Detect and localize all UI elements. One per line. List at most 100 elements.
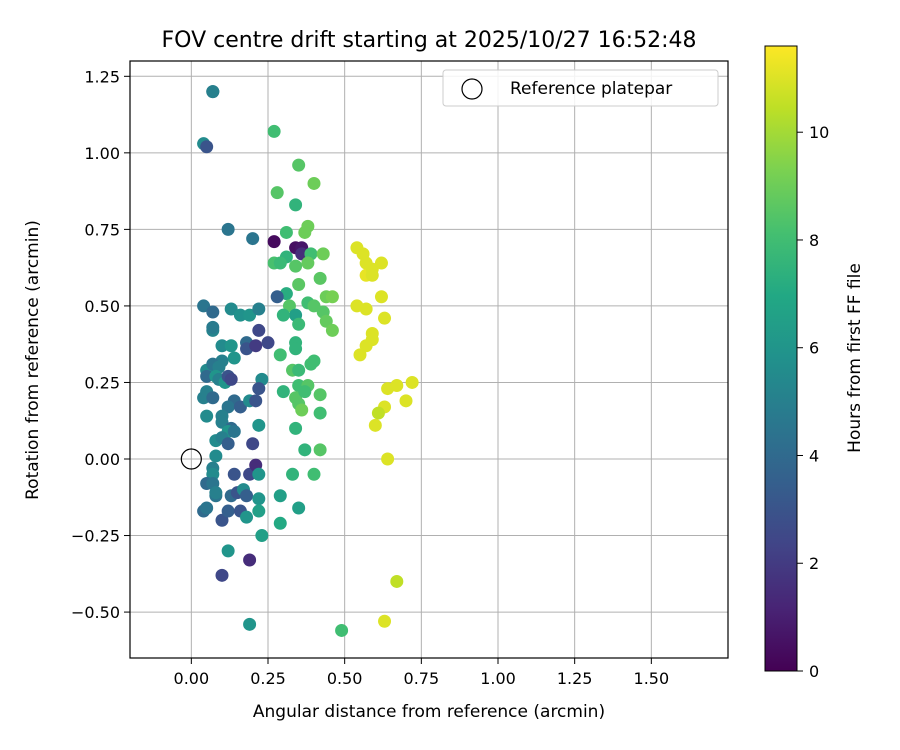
data-point — [261, 336, 275, 350]
data-point — [252, 323, 266, 337]
data-point — [279, 225, 293, 239]
legend-box — [442, 69, 719, 107]
reference-point — [180, 448, 202, 470]
data-point — [282, 299, 296, 313]
y-tick-label: 1.25 — [84, 67, 120, 86]
data-point — [206, 467, 220, 481]
data-point — [240, 510, 254, 524]
data-point — [298, 225, 312, 239]
y-axis-label: Rotation from reference (arcmin) — [23, 220, 43, 500]
data-point — [319, 314, 333, 328]
colorbar-tick-label: 6 — [809, 339, 819, 358]
x-tick-label: 0.25 — [250, 669, 286, 688]
legend-label: Reference platepar — [510, 79, 672, 99]
data-point — [289, 342, 303, 356]
data-point — [365, 268, 379, 282]
points-layer — [197, 85, 419, 637]
data-point — [289, 198, 303, 212]
data-point — [243, 467, 257, 481]
data-point — [224, 302, 238, 316]
data-point — [316, 247, 330, 261]
y-tick-label: −0.25 — [71, 527, 120, 546]
colorbar-tick-label: 4 — [809, 446, 819, 465]
x-tick-label: 1.50 — [634, 669, 670, 688]
data-point — [227, 351, 241, 365]
data-point — [233, 308, 247, 322]
data-point — [399, 394, 413, 408]
data-point — [301, 256, 315, 270]
x-axis: 0.00 0.25 0.50 0.75 1.00 1.25 1.50 — [174, 658, 670, 688]
data-point — [252, 418, 266, 432]
data-point — [209, 486, 223, 500]
data-point — [368, 418, 382, 432]
data-point — [307, 467, 321, 481]
data-point — [292, 277, 306, 291]
data-point — [298, 385, 312, 399]
x-tick-label: 1.00 — [480, 669, 516, 688]
data-point — [292, 363, 306, 377]
y-tick-label: 0.00 — [84, 450, 120, 469]
data-point — [267, 235, 281, 249]
data-point — [215, 339, 229, 353]
data-point — [215, 568, 229, 582]
x-tick-label: 0.75 — [404, 669, 440, 688]
chart-title: FOV centre drift starting at 2025/10/27 … — [162, 28, 697, 53]
data-point — [200, 409, 214, 423]
data-point — [233, 400, 247, 414]
data-point — [286, 467, 300, 481]
data-point — [298, 443, 312, 457]
data-point — [252, 382, 266, 396]
data-point — [313, 388, 327, 402]
data-point — [224, 372, 238, 386]
data-point — [206, 391, 220, 405]
data-point — [273, 256, 287, 270]
legend: Reference platepar — [442, 69, 719, 107]
data-point — [289, 421, 303, 435]
colorbar: 0 2 4 6 8 10 Hours from first FF file — [764, 45, 865, 681]
colorbar-tick-label: 10 — [809, 123, 829, 142]
y-tick-label: 1.00 — [84, 144, 120, 163]
data-point — [221, 400, 235, 414]
x-tick-label: 1.25 — [557, 669, 593, 688]
data-point — [307, 299, 321, 313]
data-point — [267, 124, 281, 138]
data-point — [215, 415, 229, 429]
plot-frame — [129, 60, 729, 659]
data-point — [304, 357, 318, 371]
colorbar-gradient — [764, 45, 798, 672]
y-tick-label: −0.50 — [71, 603, 120, 622]
data-point — [206, 320, 220, 334]
colorbar-ticks: 0 2 4 6 8 10 — [797, 123, 829, 681]
data-point — [200, 369, 214, 383]
x-tick-label: 0.00 — [174, 669, 210, 688]
data-point — [378, 311, 392, 325]
data-point — [197, 391, 211, 405]
x-tick-label: 0.50 — [327, 669, 363, 688]
data-point — [252, 302, 266, 316]
data-point — [295, 247, 309, 261]
y-tick-label: 0.50 — [84, 297, 120, 316]
data-point — [270, 186, 284, 200]
data-point — [371, 406, 385, 420]
data-point — [200, 501, 214, 515]
data-point — [252, 467, 266, 481]
y-axis: −0.50 −0.25 0.00 0.25 0.50 0.75 1.00 1.25 — [71, 67, 130, 622]
data-point — [276, 385, 290, 399]
data-point — [255, 529, 269, 543]
data-point — [221, 222, 235, 236]
data-point — [252, 492, 266, 506]
data-point — [313, 443, 327, 457]
data-point — [378, 614, 392, 628]
data-point — [206, 305, 220, 319]
y-tick-label: 0.75 — [84, 220, 120, 239]
data-point — [270, 290, 284, 304]
data-point — [200, 140, 214, 154]
data-point — [221, 504, 235, 518]
data-point — [221, 437, 235, 451]
data-point — [221, 544, 235, 558]
data-point — [390, 379, 404, 393]
colorbar-tick-label: 8 — [809, 231, 819, 250]
colorbar-label: Hours from first FF file — [845, 263, 865, 453]
x-axis-label: Angular distance from reference (arcmin) — [253, 702, 605, 722]
